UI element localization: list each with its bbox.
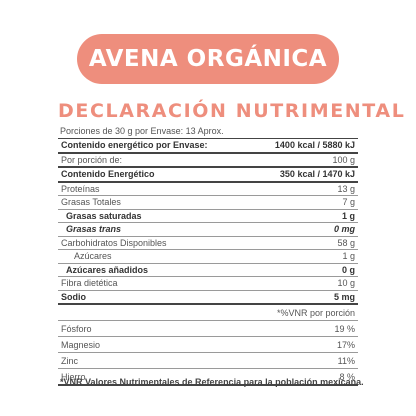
product-title: AVENA ORGÁNICA [88, 46, 328, 72]
sodium-row: Sodio 5 mg [58, 291, 358, 305]
energy-content-row: Contenido Energético 350 kcal / 1470 kJ [58, 168, 358, 183]
magnesium-row: Magnesio 17% [58, 337, 358, 353]
added-sugars-row: Azúcares añadidos 0 g [58, 264, 358, 277]
row-value: 11% [337, 355, 355, 366]
row-label: Sodio [61, 291, 86, 302]
row-value: 100 g [332, 154, 355, 165]
row-value: 0 g [341, 264, 355, 275]
row-label: Grasas Totales [61, 197, 121, 208]
row-value: 13 g [337, 183, 355, 194]
row-label: Azúcares [74, 251, 112, 262]
zinc-row: Zinc 11% [58, 353, 358, 369]
row-value: 5 mg [333, 291, 355, 302]
portion-size-row: Por porción de: 100 g [58, 154, 358, 168]
total-fat-row: Grasas Totales 7 g [58, 196, 358, 210]
row-label: Fibra dietética [61, 278, 118, 289]
row-label: Fósforo [61, 323, 92, 334]
row-value: 19 % [334, 323, 355, 334]
vnr-header-row: *%VNR por porción [58, 305, 358, 321]
phosphorus-row: Fósforo 19 % [58, 321, 358, 337]
row-value: 350 kcal / 1470 kJ [279, 169, 355, 180]
nutrition-table: Contenido energético por Envase: 1400 kc… [58, 138, 358, 386]
row-label: Hierro [61, 371, 86, 382]
row-label: Zinc [61, 355, 79, 366]
row-label: Magnesio [61, 339, 101, 350]
row-value: 8 % [339, 371, 355, 382]
row-label: Por porción de: [61, 154, 123, 165]
protein-row: Proteínas 13 g [58, 183, 358, 196]
row-value: 58 g [337, 237, 355, 248]
row-value: 1 g [341, 210, 355, 221]
trans-fat-row: Grasas trans 0 mg [58, 223, 358, 237]
sugars-row: Azúcares 1 g [58, 250, 358, 264]
row-label: Contenido energético por Envase: [61, 140, 208, 151]
energy-per-package-row: Contenido energético por Envase: 1400 kc… [58, 139, 358, 154]
row-value: 17% [336, 339, 355, 350]
footnote: *VNR Valores Nutrimentales de Referencia… [60, 377, 364, 387]
nutrition-heading: DECLARACIÓN NUTRIMENTAL [58, 100, 406, 122]
row-value: 1400 kcal / 5880 kJ [274, 140, 355, 151]
row-value: 0 mg [333, 224, 355, 235]
saturated-fat-row: Grasas saturadas 1 g [58, 210, 358, 223]
row-value: 7 g [342, 197, 355, 208]
iron-row: Hierro 8 % [58, 369, 358, 386]
vnr-header: *%VNR por porción [276, 307, 355, 318]
row-label: Grasas trans [66, 224, 122, 235]
row-label: Proteínas [61, 183, 100, 194]
title-banner: AVENA ORGÁNICA [77, 34, 339, 84]
fiber-row: Fibra dietética 10 g [58, 277, 358, 291]
portions-text: Porciones de 30 g por Envase: 13 Aprox. [60, 126, 224, 136]
row-value: 10 g [337, 278, 355, 289]
row-label: Carbohidratos Disponibles [61, 237, 167, 248]
row-label: Azúcares añadidos [66, 264, 149, 275]
row-label: Grasas saturadas [66, 210, 142, 221]
carbohydrates-row: Carbohidratos Disponibles 58 g [58, 237, 358, 250]
row-value: 1 g [342, 251, 355, 262]
row-label: Contenido Energético [61, 169, 155, 180]
